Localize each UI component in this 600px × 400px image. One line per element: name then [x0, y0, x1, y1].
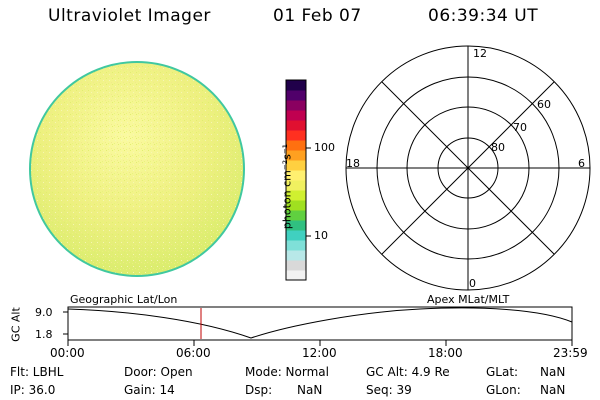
colorbar: [286, 80, 306, 281]
colorbar-segment: [286, 240, 306, 251]
lat-label-60: 60: [537, 98, 551, 111]
timeline-ytick-1-8: 1.8: [35, 328, 53, 341]
colorbar-segment: [286, 160, 306, 171]
info-gc-alt: GC Alt: 4.9 Re: [366, 365, 450, 379]
info-door: Door: Open: [124, 365, 193, 379]
colorbar-segment: [286, 110, 306, 121]
colorbar-segment: [286, 250, 306, 261]
colorbar-segment: [286, 150, 306, 161]
colorbar-segment: [286, 190, 306, 201]
colorbar-segment: [286, 130, 306, 141]
info-ip: IP: 36.0: [10, 383, 56, 397]
colorbar-segment: [286, 210, 306, 221]
timeline-xtick-3: 18:00: [428, 346, 463, 360]
uv-image-disk: [29, 61, 245, 277]
time-label: 06:39:34 UT: [428, 6, 539, 26]
colorbar-tick-100: 100: [314, 141, 335, 154]
colorbar-segment: [286, 220, 306, 231]
app-title: Ultraviolet Imager: [48, 6, 211, 26]
timeline-plot: [63, 306, 573, 346]
timeline-ylabel: GC Alt: [9, 307, 23, 342]
colorbar-segment: [286, 140, 306, 151]
date-label: 01 Feb 07: [273, 6, 362, 26]
apex-label: Apex MLat/MLT: [427, 293, 510, 306]
info-glat-value: NaN: [540, 365, 566, 379]
geographic-label: Geographic Lat/Lon: [70, 293, 178, 306]
info-dsp-value: NaN: [297, 383, 323, 397]
info-flt: Flt: LBHL: [10, 365, 64, 379]
info-seq: Seq: 39: [366, 383, 412, 397]
colorbar-segment: [286, 260, 306, 271]
lat-label-70: 70: [513, 121, 527, 134]
mlt-label-12: 12: [473, 47, 487, 60]
timeline-ytick-9: 9.0: [35, 306, 53, 319]
mlt-label-0: 0: [469, 277, 476, 290]
info-dsp-label: Dsp:: [245, 383, 273, 397]
timeline-xtick-4: 23:59: [553, 346, 588, 360]
colorbar-tick-10: 10: [314, 229, 328, 242]
colorbar-segment: [286, 230, 306, 241]
info-gain: Gain: 14: [124, 383, 175, 397]
colorbar-segment: [286, 200, 306, 211]
colorbar-segment: [286, 90, 306, 101]
lat-label-80: 80: [491, 141, 505, 154]
info-glon-label: GLon:: [486, 383, 521, 397]
colorbar-segment: [286, 80, 306, 91]
timeline-xtick-2: 12:00: [302, 346, 337, 360]
mlt-label-6: 6: [578, 157, 585, 170]
colorbar-segment: [286, 170, 306, 181]
info-glon-value: NaN: [540, 383, 566, 397]
info-glat-label: GLat:: [486, 365, 519, 379]
colorbar-segment: [286, 120, 306, 131]
colorbar-segment: [286, 100, 306, 111]
colorbar-unit-label: photon cm⁻²s⁻¹: [280, 143, 294, 230]
info-mode: Mode: Normal: [245, 365, 329, 379]
polar-grid: [345, 45, 591, 291]
colorbar-segment: [286, 270, 306, 281]
colorbar-segment: [286, 180, 306, 191]
mlt-label-18: 18: [346, 157, 360, 170]
timeline-xtick-0: 00:00: [50, 346, 85, 360]
timeline-xtick-1: 06:00: [176, 346, 211, 360]
